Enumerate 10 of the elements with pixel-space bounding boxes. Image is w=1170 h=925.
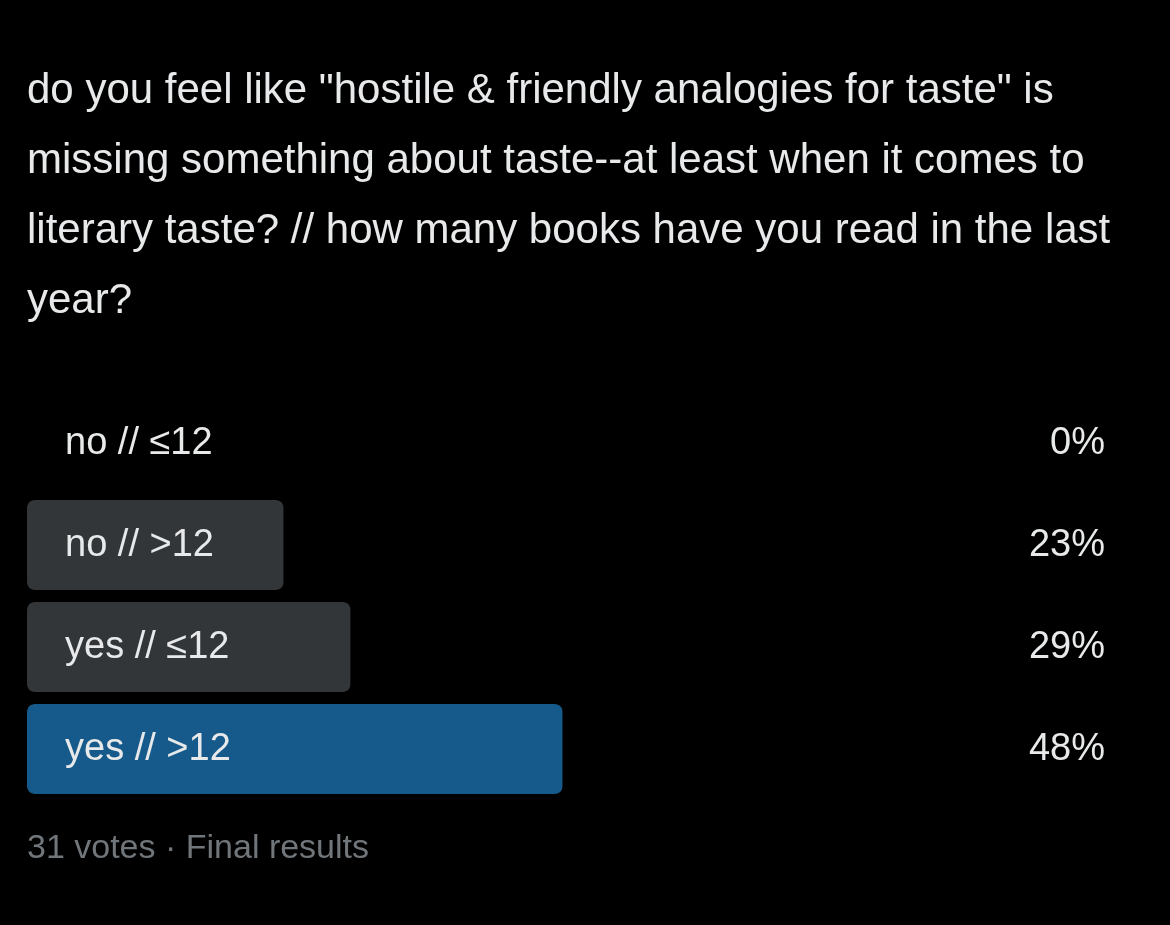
data-label: 29% <box>1028 624 1105 666</box>
y-tick-label: yes // ≤12 <box>65 624 230 666</box>
text: 31 votes · Final results <box>27 827 370 865</box>
y-tick-label: yes // >12 <box>65 726 231 768</box>
y-tick-label: no // ≤12 <box>65 420 213 462</box>
data-label: 0% <box>1050 420 1105 462</box>
y-tick-label: no // >12 <box>65 522 214 564</box>
data-label: 23% <box>1028 522 1105 564</box>
chart-title: do you feel like "hostile & friendly analogies for taste" is missing something about taste--at least when it comes to literary taste? // how many books have you read in the last year? <box>27 65 1111 322</box>
data-label: 48% <box>1028 726 1105 768</box>
